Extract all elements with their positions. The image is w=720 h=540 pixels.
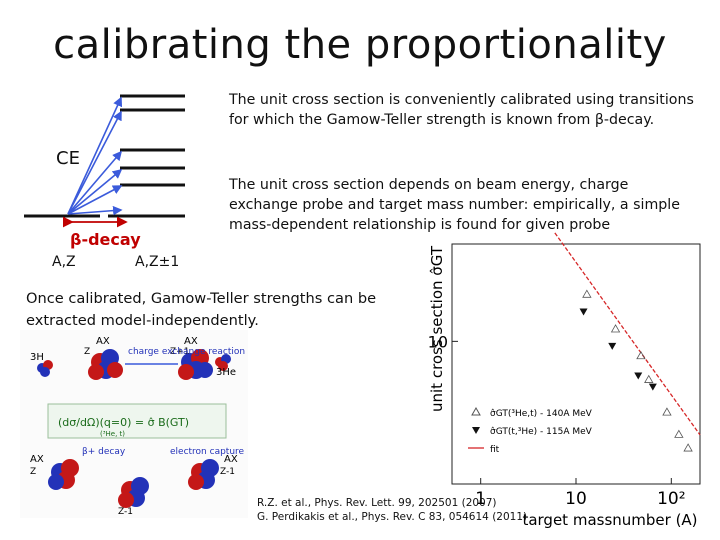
nucleus-bottom-center — [118, 477, 149, 508]
x-top-left: AX — [96, 336, 110, 347]
x-tick-label: 1 — [475, 489, 486, 509]
data-point-filled-triangle — [579, 308, 588, 316]
references: R.Z. et al., Phys. Rev. Lett. 99, 202501… — [257, 496, 527, 524]
z-bottom-left: Z — [30, 467, 36, 477]
reference-1: R.Z. et al., Phys. Rev. Lett. 99, 202501… — [257, 497, 497, 509]
z-top-left: Z — [84, 347, 90, 357]
ce-arrows — [67, 96, 123, 216]
helion-icon — [215, 354, 231, 371]
unit-cross-section-chart: 1 10 10² 10 σ̂GT(³He,t) - 140A MeV σ̂GT(t,³He… — [404, 232, 706, 532]
data-point-open-triangle — [674, 429, 684, 438]
plot-frame — [451, 243, 701, 485]
x-top-right: AX — [184, 336, 198, 347]
slide-title: calibrating the proportionality — [53, 22, 667, 68]
data-point-filled-triangle — [634, 372, 643, 380]
level-diagram — [24, 94, 185, 228]
data-point-open-triangle — [644, 374, 654, 383]
electron-capture-label: electron capture — [170, 447, 245, 457]
x-tick-label: 10 — [565, 489, 587, 509]
paragraph-extraction: Once calibrated, Gamow-Teller strengths … — [26, 290, 377, 329]
beta-decay-label: β-decay — [70, 230, 141, 249]
z-bottom-center: Z-1 — [118, 507, 133, 517]
fit-line — [554, 232, 701, 436]
paragraph-dependence: The unit cross section depends on beam e… — [229, 177, 680, 233]
legend-entry: fit — [490, 445, 500, 455]
x-bottom-right: AX — [224, 454, 238, 465]
z-top-right: Z+1 — [170, 347, 189, 357]
data-point-open-triangle — [683, 443, 693, 452]
x-axis-label: target massnumber (A) — [522, 511, 697, 529]
ce-label: CE — [56, 148, 80, 169]
nucleus-top-right — [178, 349, 213, 380]
y-tick-label: 10 — [428, 332, 448, 351]
formula-note: (³He, t) — [100, 430, 125, 438]
chart-svg: 1 10 10² 10 σ̂GT(³He,t) - 140A MeV σ̂GT(t,³He… — [428, 232, 701, 529]
legend-marker-open — [471, 406, 481, 416]
data-point-open-triangle — [662, 407, 672, 416]
legend-entry: σ̂GT(t,³He) - 115A MeV — [490, 426, 593, 437]
daughter-nucleus-label: A,Z±1 — [135, 254, 180, 270]
data-point-filled-triangle — [648, 383, 657, 391]
y-axis-label: unit cross section σ̂GT — [428, 245, 446, 412]
data-point-open-triangle — [582, 289, 592, 298]
data-point-open-triangle — [610, 324, 621, 333]
data-point-open-triangle — [636, 350, 646, 360]
legend-marker-filled — [472, 427, 480, 434]
nucleus-bottom-right — [188, 459, 219, 490]
x-bottom-left: AX — [30, 454, 44, 465]
he3-label: 3He — [216, 367, 236, 378]
data-point-filled-triangle — [608, 342, 617, 350]
x-tick-label: 10² — [657, 489, 685, 509]
triton-icon — [37, 360, 53, 377]
z-bottom-right: Z-1 — [220, 467, 235, 477]
nucleus-top-left — [88, 349, 123, 380]
nucleus-bottom-left — [48, 459, 79, 490]
gt-formula: (dσ/dΩ)(q=0) = σ̂ B(GT) — [58, 416, 189, 429]
beta-plus-label: β+ decay — [82, 447, 126, 457]
charge-exchange-inset-figure: 3H 3He AX AX Z Z+1 charge exchange react… — [20, 330, 248, 518]
paragraph-calibration: The unit cross section is conveniently c… — [229, 92, 694, 128]
legend-entry: σ̂GT(³He,t) - 140A MeV — [490, 408, 593, 419]
reference-2: G. Perdikakis et al., Phys. Rev. C 83, 0… — [257, 511, 528, 523]
parent-nucleus-label: A,Z — [52, 254, 76, 270]
h3-label: 3H — [30, 352, 44, 363]
ce-reaction-label: charge exchange reaction — [128, 347, 245, 357]
inset-drawing: 3H 3He AX AX Z Z+1 charge exchange react… — [30, 336, 245, 517]
